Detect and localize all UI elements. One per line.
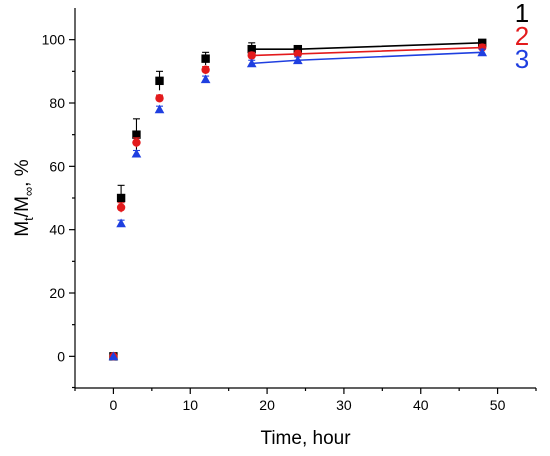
x-tick-label: 20 — [259, 397, 275, 413]
data-point — [116, 203, 126, 212]
data-point — [201, 54, 210, 63]
data-point — [246, 58, 257, 68]
y-axis-title-suffix: , % — [12, 159, 33, 187]
data-point — [247, 44, 256, 54]
data-point — [478, 38, 487, 48]
data-point — [293, 44, 303, 54]
x-tick-label: 0 — [110, 397, 118, 413]
plot-marks — [108, 38, 488, 361]
data-point — [154, 104, 165, 114]
legend-label-3: 3 — [515, 44, 529, 74]
legend: 123 — [515, 0, 529, 74]
x-tick-label: 40 — [413, 397, 429, 413]
axes: 0 20 40 60 80 100 0 10 20 30 40 50 — [42, 8, 537, 413]
data-point — [201, 65, 210, 74]
data-point — [116, 193, 126, 203]
y-tick-label: 100 — [42, 32, 66, 48]
y-axis-title-main: M — [12, 221, 33, 237]
y-tick-label: 20 — [49, 285, 65, 301]
x-tick-label: 50 — [490, 397, 506, 413]
series-2 — [109, 43, 487, 361]
data-point — [131, 148, 142, 158]
y-axis-title-sub1: t — [21, 217, 36, 221]
data-point — [292, 55, 303, 65]
y-axis-title-mid: /M — [12, 196, 33, 217]
data-point — [200, 74, 211, 84]
y-tick-label: 60 — [49, 158, 65, 174]
y-tick-label: 80 — [49, 95, 65, 111]
x-axis-title: Time, hour — [260, 428, 351, 449]
y-tick-label: 40 — [49, 222, 65, 238]
legend-label-2: 2 — [515, 21, 529, 51]
series-1 — [109, 38, 487, 361]
y-axis-title-sub2: ∞ — [21, 187, 36, 196]
data-point — [132, 130, 141, 139]
data-point — [116, 218, 126, 228]
y-tick-label: 0 — [57, 348, 65, 364]
data-point — [108, 351, 119, 361]
data-point — [155, 94, 164, 103]
data-point — [132, 138, 141, 147]
legend-label-1: 1 — [515, 0, 529, 28]
data-point — [247, 51, 256, 60]
y-axis-title: Mt/M∞, % — [12, 159, 36, 236]
series-3 — [108, 47, 488, 361]
data-point — [155, 76, 164, 86]
x-tick-label: 10 — [182, 397, 198, 413]
x-tick-label: 30 — [336, 397, 352, 413]
data-point — [293, 49, 303, 59]
data-point — [477, 47, 488, 57]
